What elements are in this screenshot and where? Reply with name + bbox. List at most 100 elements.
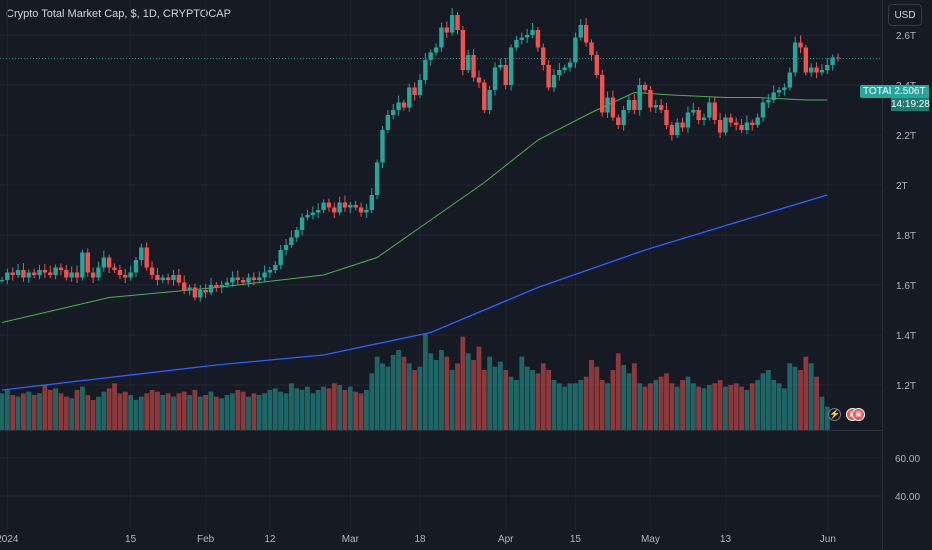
candle-body <box>514 40 519 48</box>
volume-bar <box>401 356 407 430</box>
candle-body <box>176 275 182 283</box>
volume-bar <box>422 333 428 430</box>
candle-body <box>798 42 803 48</box>
volume-bar <box>605 383 610 430</box>
candle-body <box>58 267 64 270</box>
volume-bar <box>138 396 144 430</box>
volume-bar <box>321 386 326 430</box>
volume-bar <box>160 395 166 430</box>
volume-bar <box>535 373 541 430</box>
candle-body <box>353 205 358 208</box>
candle-body <box>133 260 139 273</box>
lightning-icon[interactable]: ⚡ <box>828 408 841 421</box>
candle-body <box>723 117 728 133</box>
candle-body <box>733 122 739 125</box>
volume-bar <box>369 373 375 430</box>
candle-body <box>299 217 305 230</box>
volume-bar <box>380 363 385 430</box>
candle-body <box>203 290 208 293</box>
volume-bar <box>256 395 262 430</box>
candle-body <box>605 97 610 113</box>
time-axis-tick: 15 <box>570 534 582 545</box>
candle-body <box>117 270 123 275</box>
candle-body <box>374 162 380 195</box>
flag-icon[interactable]: ▣ <box>852 408 865 421</box>
chart-title: Crypto Total Market Cap, $, 1D, CRYPTOCA… <box>6 8 231 20</box>
volume-bar <box>262 393 267 430</box>
volume-bar <box>342 390 348 430</box>
candle-body <box>64 270 69 278</box>
volume-bar <box>42 385 48 430</box>
volume-bar <box>406 363 412 430</box>
candle-body <box>48 272 53 275</box>
candle-body <box>460 30 466 70</box>
candle-body <box>691 110 696 113</box>
time-axis-tick: 15 <box>125 534 137 545</box>
volume-bar <box>251 393 257 430</box>
candle-body <box>0 280 5 281</box>
time-axis-tick: Feb <box>197 534 215 545</box>
candle-body <box>74 272 80 278</box>
volume-bar <box>219 398 225 430</box>
volume-bar <box>573 383 578 430</box>
volume-bar <box>497 361 503 430</box>
volume-bar <box>723 386 728 430</box>
volume-bar <box>235 390 241 430</box>
candle-body <box>364 210 369 213</box>
candle-body <box>621 110 626 125</box>
candle-body <box>675 122 680 135</box>
volume-bar <box>626 373 632 430</box>
candle-body <box>391 110 396 115</box>
pane-separator[interactable] <box>0 430 882 431</box>
candle-body <box>428 52 433 60</box>
volume-bar <box>144 393 150 430</box>
volume-bar <box>117 393 123 430</box>
candle-body <box>600 75 605 113</box>
volume-bar <box>53 388 58 430</box>
volume-bar <box>637 383 643 430</box>
candle-body <box>594 55 600 75</box>
volume-bar <box>819 396 825 430</box>
price-axis-tick: 1.6T <box>896 281 916 292</box>
candle-body <box>165 277 171 280</box>
volume-bar <box>562 386 568 430</box>
volume-bar <box>519 356 525 430</box>
symbol-label: TOTAL <box>860 85 898 98</box>
candle-body <box>283 245 289 250</box>
candle-body <box>626 100 632 110</box>
candle-body <box>744 122 750 130</box>
volume-bar <box>224 395 230 430</box>
time-axis-tick: Jun <box>820 534 836 545</box>
candle-body <box>792 42 798 73</box>
candle-body <box>546 65 551 88</box>
price-axis-tick: 2.2T <box>896 131 916 142</box>
volume-bar <box>546 370 552 430</box>
candle-body <box>310 212 316 215</box>
volume-bar <box>310 393 316 430</box>
candle-body <box>557 70 562 75</box>
candle-body <box>321 202 326 210</box>
volume-bar <box>246 396 251 430</box>
volume-bar <box>315 390 321 430</box>
candle-body <box>524 35 530 38</box>
candle-body <box>332 207 337 213</box>
volume-bar <box>331 383 337 430</box>
candle-body <box>803 47 809 73</box>
volume-bar <box>556 383 562 430</box>
price-axis-tick: 1.4T <box>896 331 916 342</box>
candle-body <box>771 92 776 100</box>
volume-bar <box>192 390 198 430</box>
candle-body <box>819 70 825 73</box>
currency-button[interactable]: USD <box>888 4 922 26</box>
candle-body <box>305 215 310 218</box>
candle-body <box>31 272 37 275</box>
candle-body <box>760 102 766 118</box>
candle-body <box>90 272 96 278</box>
volume-bar <box>540 363 546 430</box>
volume-bar <box>21 393 26 430</box>
candle-body <box>482 82 487 110</box>
candle-body <box>535 30 541 48</box>
candle-body <box>37 270 42 275</box>
